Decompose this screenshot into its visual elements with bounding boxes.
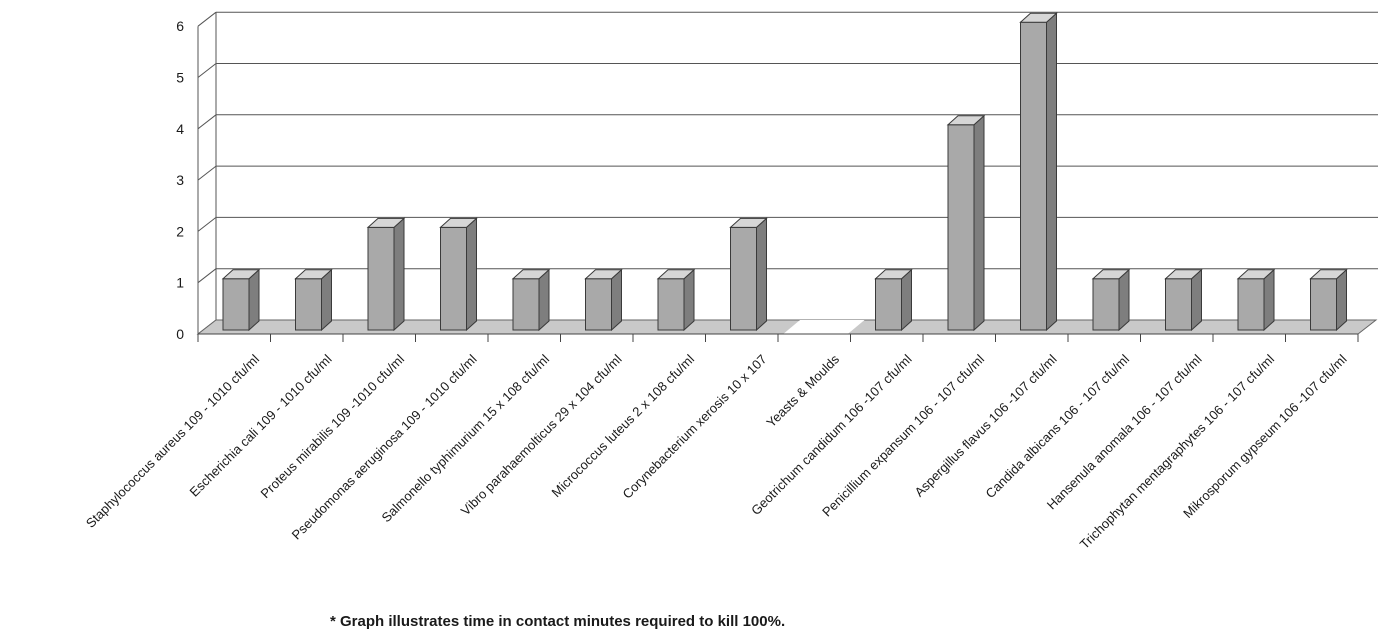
x-axis-labels: Staphylococcus aureus 109 - 1010 cfu/mlE… — [83, 351, 1350, 552]
bar-front — [585, 278, 612, 331]
bar-top — [1236, 269, 1276, 280]
bar-front — [1237, 278, 1265, 331]
bar-front — [512, 278, 540, 331]
bar — [511, 268, 551, 332]
bar-top — [584, 269, 623, 280]
bar-top — [1309, 269, 1348, 280]
y-tick-label: 2 — [176, 223, 184, 239]
bar-side — [1336, 268, 1347, 332]
bar-side — [393, 217, 405, 332]
bar-side — [321, 268, 332, 332]
bar-top — [729, 217, 768, 228]
gridline-left-3 — [197, 165, 217, 181]
x-tick-label: Hansenula anomala 106 - 107 cfu/ml — [1044, 351, 1205, 512]
x-tick-label: Mikrosporum gypseum 106 -107 cfu/ml — [1180, 351, 1350, 521]
bar-front — [440, 226, 467, 331]
bar-side — [466, 217, 477, 332]
bar-top — [656, 269, 696, 280]
bar-top — [1091, 269, 1131, 280]
bar-front — [295, 278, 322, 331]
bar — [1019, 12, 1058, 332]
bar-top — [221, 269, 261, 280]
bar-side — [973, 114, 985, 332]
bar-side — [1046, 12, 1057, 332]
bar — [221, 268, 261, 332]
bar — [294, 268, 333, 332]
bar — [439, 217, 478, 332]
bar — [366, 217, 406, 332]
bar — [1236, 268, 1276, 332]
y-tick-label: 5 — [176, 70, 184, 86]
bar-top — [946, 115, 986, 126]
bar-side — [248, 268, 260, 332]
bar — [656, 268, 696, 332]
y-axis-ticks: 0 1 2 3 4 5 6 — [176, 18, 184, 342]
bar-side — [901, 268, 912, 332]
bar — [584, 268, 623, 332]
y-tick-label: 0 — [176, 326, 184, 342]
chart-floor — [196, 319, 1378, 342]
bar-top — [439, 217, 478, 228]
y-tick-label: 6 — [176, 18, 184, 34]
x-tick-label: Geotrichum candidum 106 -107 cfu/ml — [748, 351, 915, 518]
y-tick-label: 1 — [176, 275, 184, 291]
x-tick-label: Proteus mirabilis 109 -1010 cfu/ml — [258, 351, 408, 501]
bar — [1091, 268, 1131, 332]
bar — [1309, 268, 1348, 332]
bar-top — [874, 269, 913, 280]
bar-side — [538, 268, 550, 332]
bar — [946, 114, 986, 332]
bar-front — [222, 278, 250, 331]
bar-front — [730, 226, 757, 331]
bar-top — [1019, 12, 1058, 23]
x-tick-label: Candida albicans 106 - 107 cfu/ml — [983, 351, 1133, 501]
gridline-left-1 — [197, 268, 217, 284]
bar-front — [657, 278, 685, 331]
footnote: * Graph illustrates time in contact minu… — [330, 613, 785, 630]
bar-front — [1092, 278, 1120, 331]
bar-side — [1118, 268, 1130, 332]
y-tick-label: 4 — [176, 121, 184, 137]
floor-gap — [782, 320, 865, 335]
x-tick-label: Penicillium expansum 106 - 107 cfu/ml — [819, 351, 987, 519]
x-tick-label: Escherichia cali 109 - 1010 cfu/ml — [187, 351, 335, 499]
bar-front — [875, 278, 902, 331]
bar-top — [1164, 269, 1203, 280]
bar-side — [611, 268, 622, 332]
bar-side — [683, 268, 695, 332]
bar-side — [1191, 268, 1202, 332]
bar-side — [756, 217, 767, 332]
bar-front — [1310, 278, 1337, 331]
bar-front — [1020, 21, 1047, 331]
bar — [729, 217, 768, 332]
bar-front — [367, 226, 395, 331]
gridline-left-6 — [197, 11, 217, 27]
x-tick-label: Corynebacterium xerosis 10 x 107 — [620, 352, 770, 502]
bar — [1164, 268, 1203, 332]
gridline-left-2 — [197, 217, 217, 232]
bar-front — [947, 124, 975, 331]
bar-top — [366, 217, 406, 228]
bars — [221, 12, 1348, 332]
x-tick-label: Aspergillus flavus 106 -107 cfu/ml — [912, 351, 1060, 499]
x-tick-label: Yeasts & Moulds — [763, 351, 842, 430]
bar-side — [1263, 268, 1275, 332]
x-tick-label: Micrococcus luteus 2 x 108 cfu/ml — [549, 351, 698, 500]
gridline-left-5 — [197, 63, 217, 78]
bar — [874, 268, 913, 332]
bar-front — [1165, 278, 1192, 331]
bar-top — [511, 269, 551, 280]
bar-top — [294, 269, 333, 280]
y-tick-label: 3 — [176, 172, 184, 188]
gridline-left-4 — [197, 114, 217, 130]
gridlines — [197, 11, 1378, 335]
x-tick-label: Vibro parahaemolticus 29 x 104 cfu/ml — [458, 351, 625, 518]
